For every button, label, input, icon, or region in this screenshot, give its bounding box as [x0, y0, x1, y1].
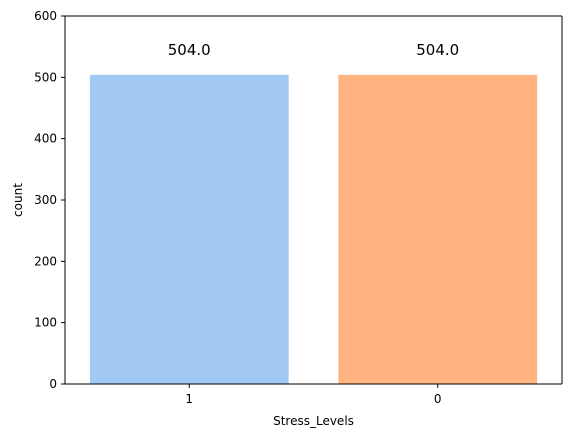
bar-1 [89, 74, 289, 384]
y-tick-label-500: 500 [34, 70, 57, 84]
y-axis-label: count [11, 183, 25, 217]
x-tick-label-0: 0 [434, 392, 442, 406]
y-tick-label-600: 600 [34, 9, 57, 23]
y-tick-label-100: 100 [34, 316, 57, 330]
y-tick-label-300: 300 [34, 193, 57, 207]
data-label-1: 504.0 [168, 41, 211, 59]
x-axis-label: Stress_Levels [273, 414, 354, 428]
plot-frame [64, 15, 563, 385]
data-label-0: 504.0 [416, 41, 459, 59]
y-tick-label-0: 0 [49, 377, 57, 391]
bars-group [89, 74, 538, 384]
y-tick-label-200: 200 [34, 254, 57, 268]
y-axis-ticks: 0 100 200 300 400 500 600 [34, 9, 65, 391]
x-tick-label-1: 1 [185, 392, 193, 406]
bar-0 [338, 74, 538, 384]
y-tick-label-400: 400 [34, 132, 57, 146]
data-labels-group: 504.0 504.0 [168, 41, 459, 59]
